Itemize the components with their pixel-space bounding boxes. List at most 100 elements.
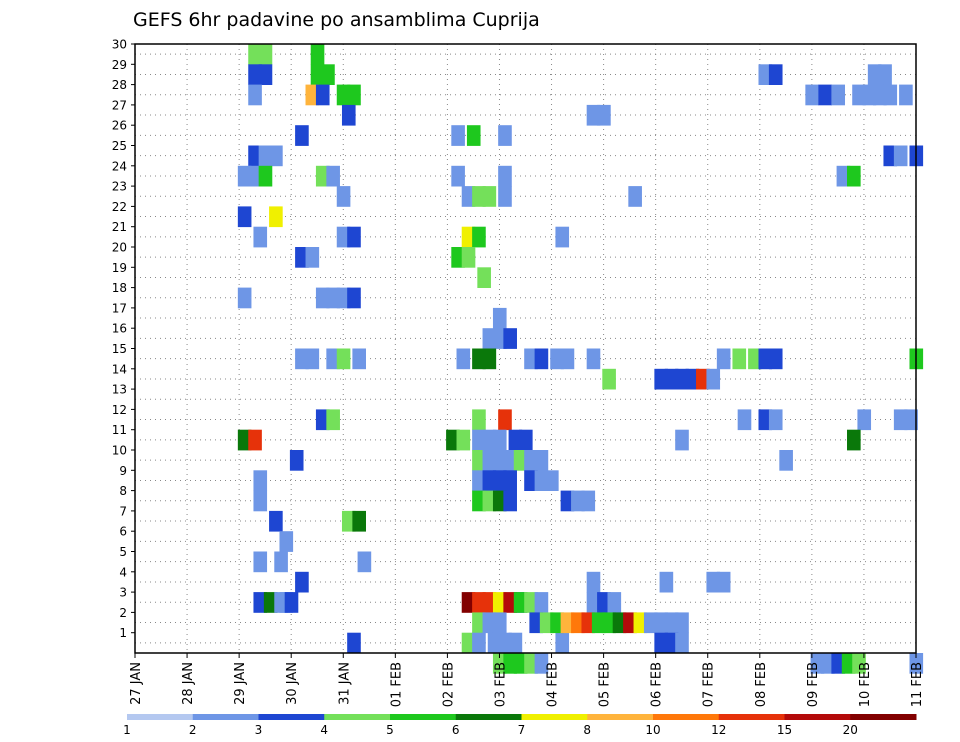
heatmap-cell [612, 612, 627, 634]
heatmap-cell [524, 653, 538, 674]
heatmap-cell [498, 186, 512, 207]
y-tick-label: 2 [119, 606, 127, 620]
x-tick-label: 10 FEB [858, 662, 873, 707]
heatmap-cell [659, 571, 674, 593]
heatmap-cell [472, 632, 486, 654]
colorbar-swatch [653, 714, 720, 720]
heatmap-cell [503, 653, 517, 674]
colorbar-label: 15 [777, 723, 792, 737]
heatmap-cell [498, 632, 512, 654]
y-tick-label: 6 [119, 525, 127, 539]
heatmap-cell [461, 632, 476, 654]
heatmap-cell [654, 368, 668, 390]
heatmap-cell [716, 571, 731, 593]
heatmap-cell [675, 612, 689, 634]
heatmap-cell [586, 104, 601, 126]
heatmap-cell [253, 470, 268, 491]
heatmap-cell [758, 348, 773, 370]
heatmap-cell [472, 409, 486, 431]
heatmap-cell [253, 226, 268, 248]
heatmap-cell [503, 470, 517, 491]
heatmap-cell [534, 653, 549, 674]
colorbar-swatch [390, 714, 457, 720]
heatmap-cell [248, 145, 262, 167]
heatmap-cell [675, 632, 689, 654]
heatmap-cell [347, 287, 361, 309]
heatmap-cell [534, 470, 549, 491]
colorbar-label: 7 [518, 723, 526, 737]
y-tick-label: 15 [112, 342, 127, 356]
heatmap-cell [237, 206, 252, 228]
colorbar-swatch [192, 714, 259, 720]
heatmap-cell [341, 510, 356, 532]
heatmap-cell [274, 592, 288, 613]
heatmap-cell [586, 592, 601, 613]
x-tick-label: 08 FEB [754, 662, 769, 707]
heatmap-cell [836, 165, 851, 187]
colorbar-swatch [850, 714, 917, 720]
heatmap-cell [326, 165, 340, 187]
heatmap-cell [492, 490, 507, 512]
heatmap-cell [472, 490, 486, 512]
heatmap-cell [805, 84, 819, 106]
y-tick-label: 11 [112, 423, 127, 437]
heatmap-cell [758, 409, 773, 431]
heatmap-cell [539, 612, 554, 634]
cell-layer [237, 44, 924, 674]
heatmap-cell [310, 64, 325, 85]
heatmap-cell [295, 571, 309, 593]
heatmap-cell [326, 409, 340, 431]
heatmap-cell [482, 450, 497, 471]
heatmap-cell [295, 247, 309, 268]
heatmap-cell [482, 612, 497, 634]
heatmap-cell [862, 84, 877, 106]
heatmap-cell [336, 84, 351, 106]
heatmap-cell [768, 409, 783, 431]
y-axis-ticks: 1234567891011121314151617181920212223242… [112, 38, 135, 640]
heatmap-cell [482, 429, 497, 451]
y-tick-label: 4 [119, 565, 127, 579]
heatmap-cell [737, 409, 752, 431]
y-tick-label: 13 [112, 383, 127, 397]
heatmap-cell [873, 84, 887, 106]
heatmap-cell [237, 165, 252, 187]
heatmap-cell [482, 328, 497, 349]
heatmap-cell [503, 592, 517, 613]
heatmap-cell [472, 226, 486, 248]
y-tick-label: 9 [119, 464, 127, 478]
heatmap-cell [336, 348, 351, 370]
heatmap-cell [248, 44, 262, 65]
y-tick-label: 3 [119, 586, 127, 600]
heatmap-cell [818, 84, 832, 106]
heatmap-cell [492, 653, 507, 674]
heatmap-cell [586, 571, 601, 593]
heatmap-cell [482, 186, 497, 207]
heatmap-cell [758, 64, 773, 85]
heatmap-cell [545, 470, 559, 491]
heatmap-cell [847, 429, 861, 451]
heatmap-cell [748, 348, 762, 370]
heatmap-cell [451, 165, 465, 187]
y-tick-label: 20 [112, 241, 127, 255]
heatmap-cell [253, 551, 268, 573]
colorbar-swatch [127, 714, 194, 720]
y-tick-label: 14 [112, 362, 127, 376]
heatmap-cell [274, 551, 288, 573]
heatmap-cell [482, 592, 497, 613]
heatmap-cell [336, 226, 351, 248]
heatmap-cell [503, 450, 517, 471]
y-tick-label: 7 [119, 504, 127, 518]
heatmap-cell [643, 612, 658, 634]
heatmap-cell [492, 592, 507, 613]
heatmap-cell [347, 226, 361, 248]
heatmap-cell [675, 368, 689, 390]
heatmap-cell [524, 348, 538, 370]
colorbar-label: 2 [189, 723, 197, 737]
heatmap-cell [482, 490, 497, 512]
heatmap-cell [253, 592, 268, 613]
colorbar-swatch [455, 714, 522, 720]
heatmap-cell [503, 490, 517, 512]
heatmap-cell [466, 125, 481, 146]
heatmap-cell [248, 84, 262, 106]
heatmap-cell [248, 165, 262, 187]
